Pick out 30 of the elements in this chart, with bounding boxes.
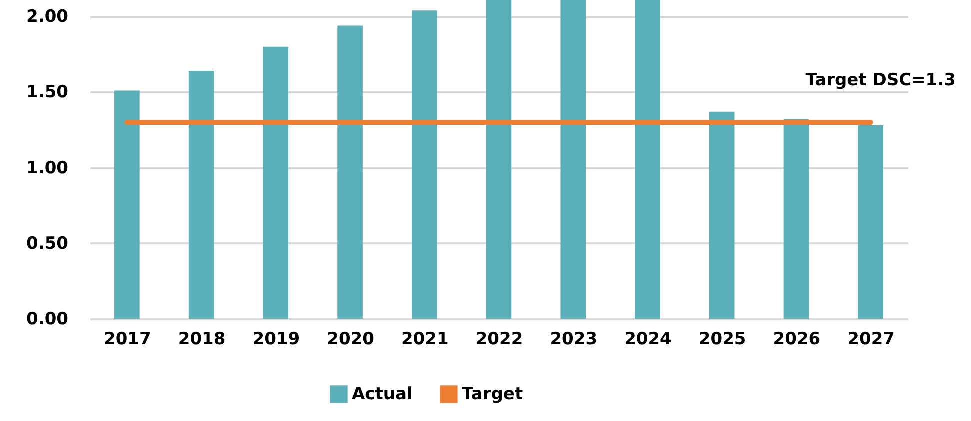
x-tick-label: 2022	[476, 330, 524, 350]
bar	[486, 0, 512, 319]
x-tick-label: 2020	[327, 330, 375, 350]
bar	[114, 90, 140, 319]
bar	[709, 112, 735, 319]
y-tick-label: 1.50	[26, 82, 69, 103]
annotation: Target DSC=1.3	[806, 70, 956, 90]
x-tick-label: 2026	[773, 330, 821, 350]
y-tick-label: 0.50	[26, 234, 69, 254]
x-tick-label: 2024	[624, 330, 672, 350]
x-tick-label: 2025	[698, 330, 746, 350]
y-tick-label: 2.00	[26, 7, 69, 28]
bar	[412, 10, 438, 319]
x-tick-label: 2019	[252, 330, 300, 350]
x-tick-label: 2021	[401, 330, 449, 350]
y-tick-label: 0.00	[26, 310, 69, 330]
bar	[188, 71, 214, 319]
bar	[560, 0, 586, 319]
bar	[263, 46, 289, 319]
x-tick-label: 2027	[848, 330, 895, 350]
y-tick-label: 1.00	[26, 158, 69, 178]
legend-label: Actual	[352, 384, 413, 404]
bar	[338, 26, 363, 319]
bar	[858, 125, 884, 319]
legend-label: Target	[462, 384, 524, 404]
bar	[635, 0, 660, 319]
x-tick-label: 2023	[550, 330, 598, 350]
bar	[784, 119, 810, 319]
x-tick-label: 2018	[178, 330, 226, 350]
x-tick-label: 2017	[104, 330, 152, 350]
